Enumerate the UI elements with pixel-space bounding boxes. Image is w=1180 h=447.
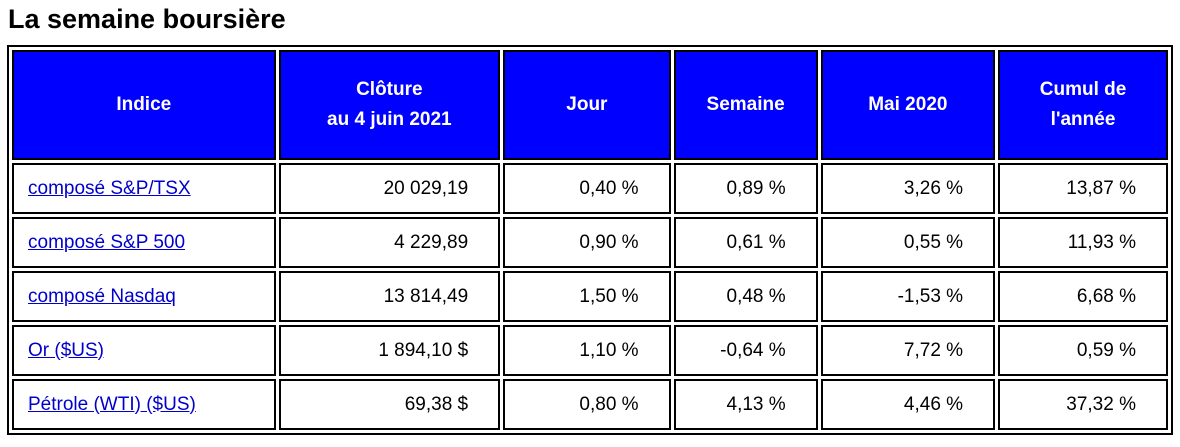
data-row: composé S&P 500 4 229,89 0,90 % 0,61 % 0,55 … (12, 217, 1168, 268)
value-cell: 0,55 % (820, 217, 996, 268)
index-cell: Or ($US) (12, 325, 276, 376)
value-cell: 4,13 % (673, 379, 818, 430)
header-cell: Clôture au 4 juin 2021 (278, 50, 501, 160)
data-row: Or ($US) 1 894,10 $1,10 % -0,64 % 7,72 % 0,5… (12, 325, 1168, 376)
value-cell: 13,87 % (998, 163, 1168, 214)
page-title: La semaine boursière (8, 4, 286, 34)
header-line: Jour (566, 94, 608, 115)
table-body: composé S&P/TSX 20 029,19 0,40 % 0,89 % 3,26… (12, 163, 1168, 430)
header-line: Semaine (706, 94, 785, 115)
index-cell: composé S&P/TSX (12, 163, 276, 214)
value-cell: 3,26 % (820, 163, 996, 214)
data-row: Pétrole (WTI) ($US) 69,38 $0,80 % 4,13 % 4,… (12, 379, 1168, 430)
value-cell: 11,93 % (998, 217, 1168, 268)
index-cell: composé S&P 500 (12, 217, 276, 268)
value-cell: 6,68 % (998, 271, 1168, 322)
data-row: composé Nasdaq 13 814,49 1,50 % 0,48 % -1,53… (12, 271, 1168, 322)
value-cell: -1,53 % (820, 271, 996, 322)
header-line: Indice (116, 94, 172, 115)
value-cell: 1 894,10 $ (278, 325, 501, 376)
table-head: Indice Clôture au 4 juin 2021 Jour Semaine Ma… (12, 50, 1168, 160)
value-cell: 1,50 % (503, 271, 671, 322)
value-cell: 1,10 % (503, 325, 671, 376)
value-cell: 37,32 % (998, 379, 1168, 430)
header-line: l'année (1050, 109, 1116, 130)
value-cell: 4 229,89 (278, 217, 501, 268)
value-cell: 7,72 % (820, 325, 996, 376)
header-row: Indice Clôture au 4 juin 2021 Jour Semaine Ma… (12, 50, 1168, 160)
value-cell: -0,64 % (673, 325, 818, 376)
header-line: Clôture (356, 79, 423, 100)
header-cell: Cumul de l'année (998, 50, 1168, 160)
value-cell: 0,90 % (503, 217, 671, 268)
header-cell: Jour (503, 50, 671, 160)
value-cell: 0,48 % (673, 271, 818, 322)
value-cell: 0,89 % (673, 163, 818, 214)
value-cell: 0,59 % (998, 325, 1168, 376)
index-link[interactable]: Pétrole (WTI) ($US) (28, 393, 196, 415)
value-cell: 20 029,19 (278, 163, 501, 214)
value-cell: 0,40 % (503, 163, 671, 214)
value-cell: 0,80 % (503, 379, 671, 430)
index-link[interactable]: composé S&P 500 (28, 231, 186, 253)
value-cell: 4,46 % (820, 379, 996, 430)
value-cell: 69,38 $ (278, 379, 501, 430)
index-link[interactable]: Or ($US) (28, 339, 104, 361)
index-link[interactable]: composé Nasdaq (28, 285, 176, 307)
index-cell: Pétrole (WTI) ($US) (12, 379, 276, 430)
index-cell: composé Nasdaq (12, 271, 276, 322)
header-cell: Indice (12, 50, 276, 160)
header-line: au 4 juin 2021 (327, 109, 452, 130)
market-table: Indice Clôture au 4 juin 2021 Jour Semaine Ma… (7, 45, 1173, 435)
header-cell: Semaine (673, 50, 818, 160)
value-cell: 0,61 % (673, 217, 818, 268)
header-line: Mai 2020 (868, 94, 948, 115)
value-cell: 13 814,49 (278, 271, 501, 322)
data-row: composé S&P/TSX 20 029,19 0,40 % 0,89 % 3,26… (12, 163, 1168, 214)
index-link[interactable]: composé S&P/TSX (28, 177, 191, 199)
header-line: Cumul de (1039, 79, 1127, 100)
header-cell: Mai 2020 (820, 50, 996, 160)
